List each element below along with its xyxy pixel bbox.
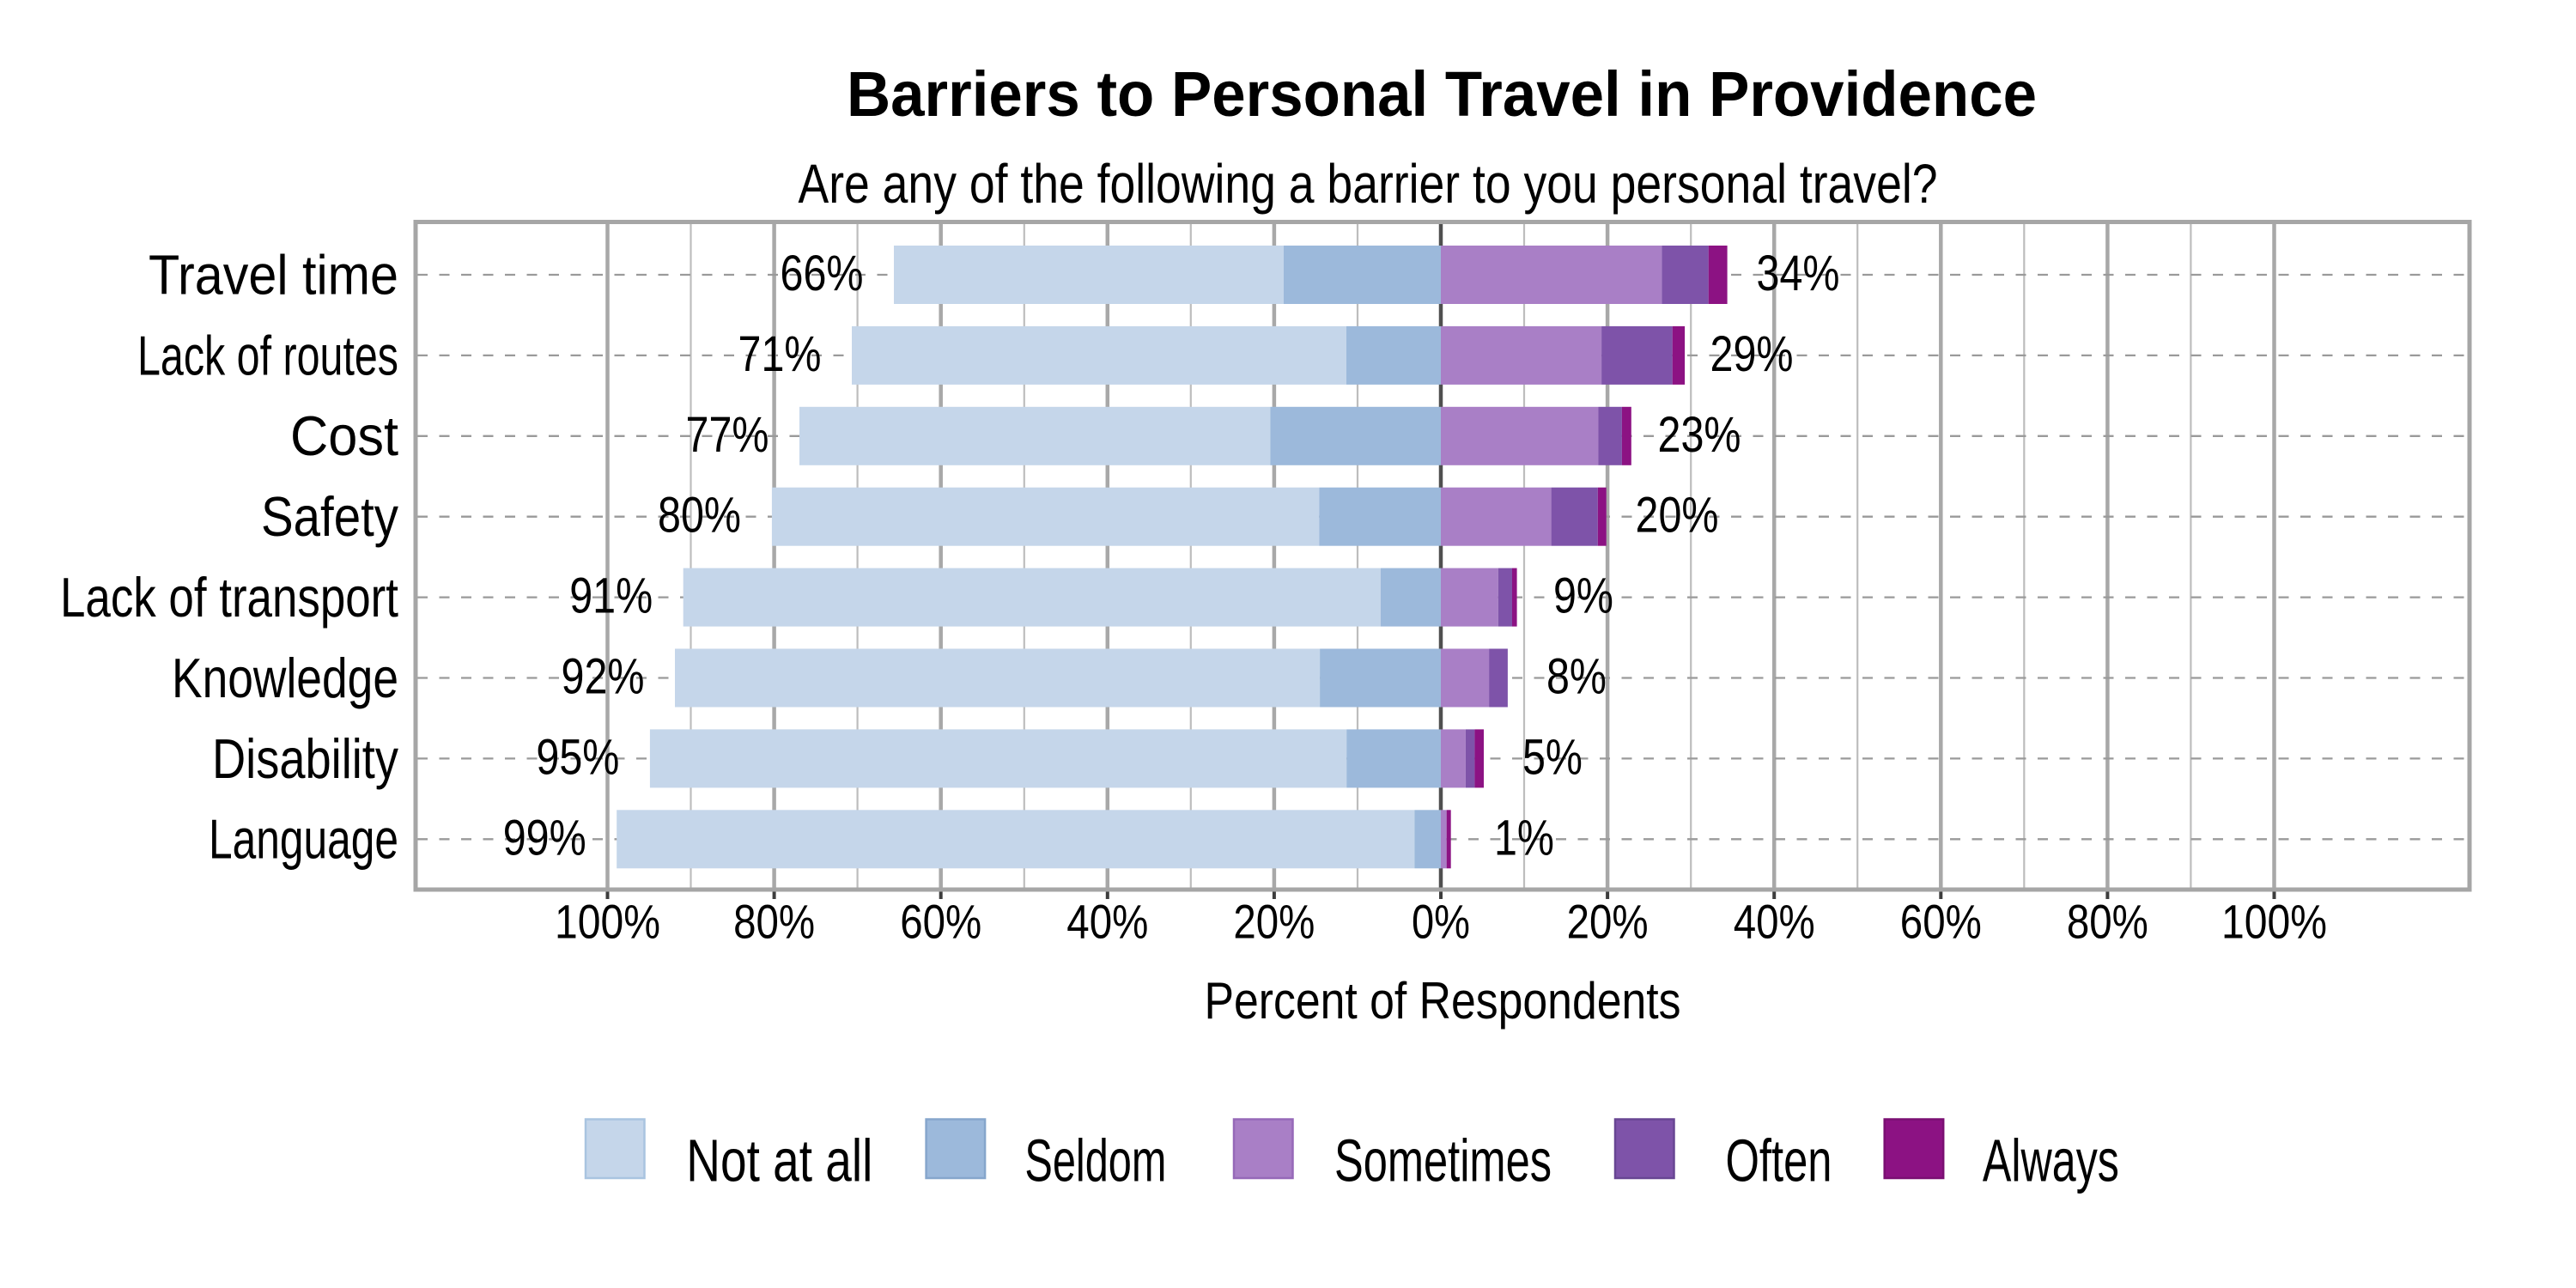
svg-text:91%: 91%: [569, 568, 653, 624]
svg-text:92%: 92%: [562, 649, 645, 705]
svg-text:0%: 0%: [1412, 895, 1470, 949]
svg-text:34%: 34%: [1757, 246, 1840, 301]
svg-text:20%: 20%: [1636, 488, 1719, 544]
svg-text:Always: Always: [1983, 1127, 2119, 1194]
svg-text:99%: 99%: [503, 810, 586, 866]
svg-text:20%: 20%: [1567, 895, 1649, 949]
svg-text:Seldom: Seldom: [1024, 1127, 1166, 1194]
svg-text:20%: 20%: [1233, 895, 1315, 949]
svg-text:8%: 8%: [1546, 649, 1607, 705]
svg-text:23%: 23%: [1658, 407, 1741, 463]
svg-text:100%: 100%: [2221, 895, 2327, 949]
svg-text:66%: 66%: [781, 246, 864, 301]
svg-text:60%: 60%: [1900, 895, 1982, 949]
svg-text:1%: 1%: [1494, 810, 1554, 866]
svg-text:5%: 5%: [1522, 729, 1583, 785]
svg-text:100%: 100%: [555, 895, 660, 949]
svg-text:60%: 60%: [900, 895, 981, 949]
svg-text:Travel time: Travel time: [149, 243, 398, 306]
svg-text:77%: 77%: [686, 407, 769, 463]
svg-text:Knowledge: Knowledge: [172, 647, 398, 709]
svg-text:Are any of the following a bar: Are any of the following a barrier to yo…: [799, 153, 1938, 215]
svg-text:Barriers to Personal Travel in: Barriers to Personal Travel in Providenc…: [847, 58, 2037, 130]
svg-text:9%: 9%: [1553, 568, 1613, 624]
svg-text:40%: 40%: [1066, 895, 1148, 949]
svg-text:Language: Language: [209, 808, 398, 871]
svg-text:40%: 40%: [1734, 895, 1815, 949]
svg-text:29%: 29%: [1710, 326, 1794, 382]
svg-text:Lack of transport: Lack of transport: [60, 566, 398, 629]
svg-text:Sometimes: Sometimes: [1334, 1127, 1552, 1194]
svg-text:Safety: Safety: [261, 485, 398, 548]
svg-text:Percent of Respondents: Percent of Respondents: [1205, 972, 1681, 1030]
svg-text:Lack of routes: Lack of routes: [137, 324, 398, 386]
svg-text:80%: 80%: [733, 895, 815, 949]
svg-text:80%: 80%: [658, 488, 741, 544]
svg-text:Cost: Cost: [290, 404, 398, 467]
svg-text:Often: Often: [1726, 1127, 1832, 1194]
svg-text:80%: 80%: [2067, 895, 2148, 949]
svg-text:71%: 71%: [738, 326, 822, 382]
svg-text:95%: 95%: [536, 729, 619, 785]
svg-text:Disability: Disability: [212, 727, 398, 790]
svg-text:Not at all: Not at all: [686, 1127, 872, 1194]
